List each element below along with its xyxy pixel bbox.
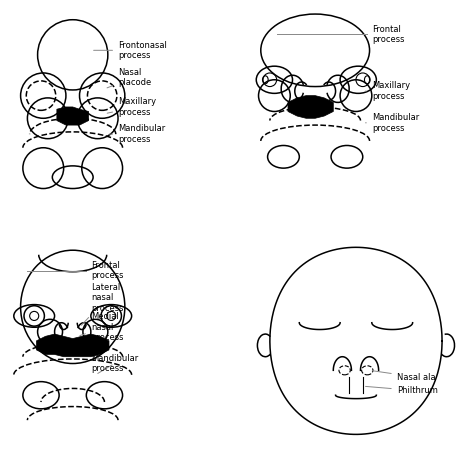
Text: Mandibular
process: Mandibular process xyxy=(109,124,165,144)
Text: Mandibular
process: Mandibular process xyxy=(365,113,419,133)
Text: Frontonasal
process: Frontonasal process xyxy=(94,40,167,60)
Text: Frontal
process: Frontal process xyxy=(91,261,123,280)
Text: Maxillary
process: Maxillary process xyxy=(365,81,410,101)
Text: Nasal ala: Nasal ala xyxy=(372,370,436,381)
Text: Lateral
nasal
process: Lateral nasal process xyxy=(82,283,123,325)
Text: Nasal
placode: Nasal placode xyxy=(107,68,151,88)
Text: Maxillary
process: Maxillary process xyxy=(107,97,156,117)
Text: Philthrum: Philthrum xyxy=(365,386,438,395)
Text: Medial
nasal
process: Medial nasal process xyxy=(80,313,123,342)
Text: Mandibular
process: Mandibular process xyxy=(91,354,138,373)
Polygon shape xyxy=(57,107,89,125)
Polygon shape xyxy=(288,95,333,118)
Text: Frontal
process: Frontal process xyxy=(372,25,404,44)
Polygon shape xyxy=(36,334,109,357)
